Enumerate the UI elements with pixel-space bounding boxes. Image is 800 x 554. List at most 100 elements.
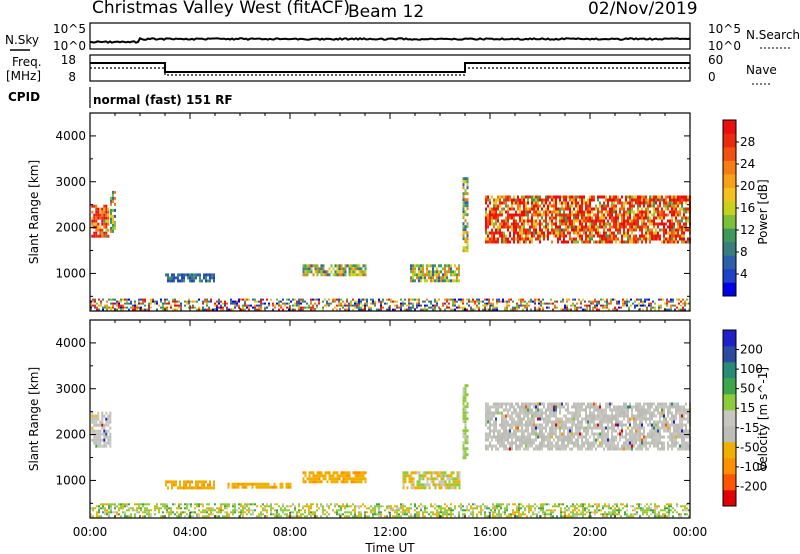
heatmap-cell: [579, 426, 581, 430]
heatmap-cell: [430, 306, 432, 309]
heatmap-cell: [519, 417, 521, 421]
heatmap-cell: [208, 509, 210, 512]
heatmap-cell: [491, 417, 493, 421]
heatmap-cell: [248, 306, 250, 309]
heatmap-cell: [93, 213, 96, 217]
heatmap-cell: [186, 503, 188, 506]
heatmap-cell: [491, 195, 493, 199]
power-heatmap: [90, 177, 691, 311]
heatmap-cell: [649, 423, 651, 427]
heatmap-cell: [508, 304, 510, 307]
heatmap-cell: [340, 474, 343, 478]
heatmap-cell: [665, 204, 667, 208]
heatmap-cell: [521, 438, 523, 442]
heatmap-cell: [388, 306, 390, 309]
heatmap-cell: [606, 302, 608, 305]
heatmap-cell: [495, 219, 497, 223]
heatmap-cell: [290, 511, 292, 514]
heatmap-cell: [553, 231, 555, 235]
heatmap-cell: [324, 471, 327, 475]
heatmap-cell: [418, 483, 421, 487]
heatmap-cell: [673, 210, 675, 214]
heatmap-cell: [541, 447, 543, 451]
heatmap-cell: [549, 447, 551, 451]
heatmap-cell: [241, 485, 244, 489]
heatmap-cell: [589, 198, 591, 202]
heatmap-cell: [683, 207, 685, 211]
heatmap-cell: [501, 237, 503, 241]
freq-panel: Freq. [MHz] 18 8 60 0 Nave: [6, 53, 777, 85]
heatmap-cell: [597, 198, 599, 202]
heatmap-cell: [642, 302, 644, 305]
heatmap-cell: [336, 267, 339, 271]
heatmap-cell: [334, 477, 337, 481]
heatmap-cell: [452, 477, 455, 481]
heatmap-cell: [320, 264, 323, 268]
heatmap-cell: [485, 444, 487, 448]
heatmap-cell: [272, 308, 274, 311]
heatmap-cell: [683, 432, 685, 436]
heatmap-cell: [531, 438, 533, 442]
heatmap-cell: [623, 411, 625, 415]
heatmap-cell: [160, 300, 162, 303]
heatmap-cell: [519, 435, 521, 439]
heatmap-cell: [683, 198, 685, 202]
heatmap-cell: [95, 441, 98, 445]
heatmap-cell: [233, 485, 236, 489]
heatmap-cell: [635, 213, 637, 217]
heatmap-cell: [531, 429, 533, 433]
heatmap-cell: [675, 231, 677, 235]
heatmap-cell: [529, 441, 531, 445]
heatmap-cell: [687, 414, 689, 418]
heatmap-cell: [583, 441, 585, 445]
heatmap-cell: [657, 447, 659, 451]
heatmap-cell: [166, 503, 168, 506]
heatmap-cell: [462, 225, 465, 229]
heatmap-cell: [517, 444, 519, 448]
heatmap-cell: [629, 222, 631, 226]
heatmap-cell: [617, 432, 619, 436]
heatmap-cell: [344, 273, 347, 277]
heatmap-cell: [567, 219, 569, 223]
heatmap-cell: [517, 213, 519, 217]
heatmap-cell: [537, 432, 539, 436]
heatmap-cell: [547, 435, 549, 439]
heatmap-cell: [525, 240, 527, 244]
heatmap-cell: [611, 198, 613, 202]
heatmap-cell: [677, 195, 679, 199]
heatmap-cell: [619, 438, 621, 442]
heatmap-cell: [648, 304, 650, 307]
heatmap-cell: [687, 444, 689, 448]
heatmap-cell: [639, 402, 641, 406]
heatmap-cell: [472, 308, 474, 311]
heatmap-cell: [316, 304, 318, 307]
heatmap-cell: [577, 207, 579, 211]
heatmap-cell: [350, 477, 353, 481]
heatmap-cell: [539, 414, 541, 418]
heatmap-cell: [525, 402, 527, 406]
heatmap-cell: [110, 208, 112, 212]
heatmap-cell: [623, 441, 625, 445]
heatmap-cell: [98, 515, 100, 518]
heatmap-cell: [685, 216, 687, 220]
heatmap-cell: [487, 420, 489, 424]
heatmap-cell: [681, 408, 683, 412]
heatmap-cell: [543, 444, 545, 448]
heatmap-cell: [668, 308, 670, 311]
heatmap-cell: [541, 408, 543, 412]
heatmap-cell: [527, 426, 529, 430]
heatmap-cell: [499, 234, 501, 238]
heatmap-cell: [120, 306, 122, 309]
heatmap-cell: [107, 429, 110, 433]
heatmap-cell: [232, 513, 234, 516]
heatmap-cell: [521, 408, 523, 412]
heatmap-cell: [464, 438, 467, 442]
heatmap-cell: [213, 486, 215, 490]
heatmap-cell: [210, 513, 212, 516]
heatmap-cell: [617, 195, 619, 199]
heatmap-cell: [410, 474, 413, 478]
heatmap-cell: [559, 429, 561, 433]
heatmap-cell: [322, 264, 325, 268]
heatmap-cell: [519, 201, 521, 205]
heatmap-cell: [93, 234, 96, 238]
